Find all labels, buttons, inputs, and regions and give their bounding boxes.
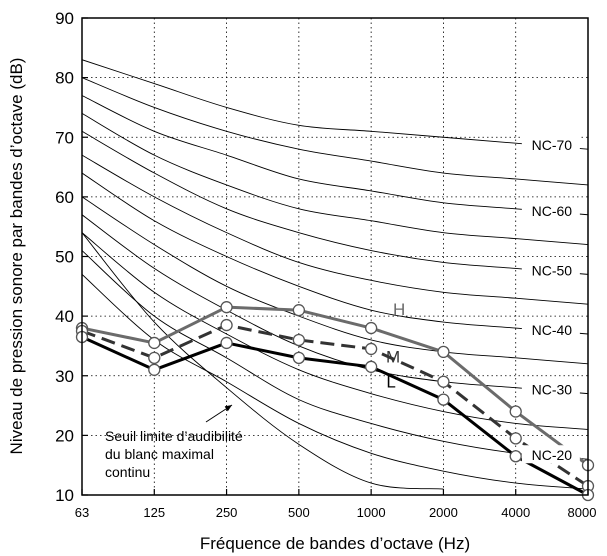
nc-curve	[82, 77, 588, 186]
series-label-L: L	[386, 373, 395, 392]
y-tick-label: 70	[55, 128, 74, 147]
nc-curve	[82, 95, 588, 216]
x-axis-label: Fréquence de bandes d’octave (Hz)	[200, 534, 470, 553]
nc-curve	[82, 59, 588, 150]
nc-label: NC-70	[532, 137, 573, 153]
nc-curve	[82, 196, 588, 365]
x-tick-label: 1000	[357, 505, 386, 520]
series-label-H: H	[393, 300, 405, 319]
nc-label-bg	[521, 379, 580, 398]
series-point-L	[148, 363, 161, 376]
series-point-L	[437, 393, 450, 406]
nc-label-bg	[521, 260, 580, 279]
annotation-line-1: Seuil limite d’audibilité	[105, 428, 243, 444]
nc-curve	[82, 250, 588, 460]
x-tick-label: 4000	[501, 505, 530, 520]
series-point-M	[509, 432, 522, 445]
series-point-M	[148, 351, 161, 365]
series-line-L	[81, 335, 589, 497]
y-tick-label: 80	[55, 69, 74, 88]
y-tick-label: 60	[55, 188, 74, 207]
nc-curve	[82, 130, 588, 275]
x-tick-label: 8000	[568, 505, 597, 520]
nc-label: NC-40	[532, 322, 573, 338]
nc-label: NC-60	[532, 203, 573, 219]
y-tick-label: 40	[55, 307, 74, 326]
series-point-L	[509, 450, 522, 463]
threshold-curve	[82, 232, 444, 490]
grid	[82, 18, 588, 495]
nc-label-bg	[521, 200, 580, 219]
x-tick-label: 500	[288, 505, 310, 520]
y-tick-label: 30	[55, 367, 74, 386]
nc-label-bg	[521, 445, 580, 464]
y-tick-label: 90	[55, 9, 74, 28]
series-point-H	[292, 304, 306, 317]
series-point-M	[437, 375, 450, 388]
nc-curve	[82, 214, 588, 395]
series-point-H	[509, 405, 522, 418]
annotation-line-2: du blanc maximal	[105, 446, 214, 462]
nc-curve	[82, 172, 588, 335]
threshold-annotation: Seuil limite d’audibilité du blanc maxim…	[105, 404, 243, 480]
x-tick-label: 250	[216, 505, 238, 520]
series-point-H	[437, 345, 450, 359]
labels: NC-70 NC-60 NC-50 NC-40 NC-30 NC-20 H ML	[386, 135, 580, 464]
series-line-M	[81, 323, 589, 488]
y-tick-label: 50	[55, 248, 74, 267]
threshold-line	[82, 232, 444, 490]
y-tick-label: 20	[55, 426, 74, 445]
nc-label-bg	[521, 320, 580, 339]
series-point-H	[148, 336, 161, 350]
nc-curves	[82, 59, 588, 490]
series-point-H	[220, 301, 233, 314]
series-point-M	[292, 333, 306, 347]
series-point-M	[364, 342, 378, 356]
x-tick-label: 2000	[429, 505, 458, 520]
x-ticks: 63 125 250 500 1000 2000 4000 8000	[75, 489, 597, 520]
series-point-L	[364, 360, 378, 373]
nc-curve	[82, 113, 588, 246]
series-line-H	[81, 305, 589, 467]
y-axis-label: Niveau de pression sonore par bandes d’o…	[7, 58, 26, 455]
series-label-M: M	[386, 348, 400, 367]
x-tick-label: 63	[75, 505, 89, 520]
nc-label: NC-50	[532, 262, 573, 278]
y-ticks: 10 20 30 40 50 60 70 80 90	[55, 9, 88, 505]
annotation-arrow	[205, 404, 233, 423]
annotation-line-3: continu	[105, 464, 150, 480]
series-point-L	[292, 351, 306, 365]
x-tick-label: 125	[143, 505, 165, 520]
nc-curve	[82, 154, 588, 305]
nc-label: NC-20	[532, 447, 573, 463]
series-point-H	[364, 321, 378, 335]
y-tick-label: 10	[55, 486, 74, 505]
series-point-L	[220, 336, 233, 350]
series-point-M	[220, 318, 233, 332]
nc-curve	[82, 232, 588, 430]
nc-label: NC-30	[532, 382, 573, 398]
nc-label-bg	[521, 135, 580, 154]
